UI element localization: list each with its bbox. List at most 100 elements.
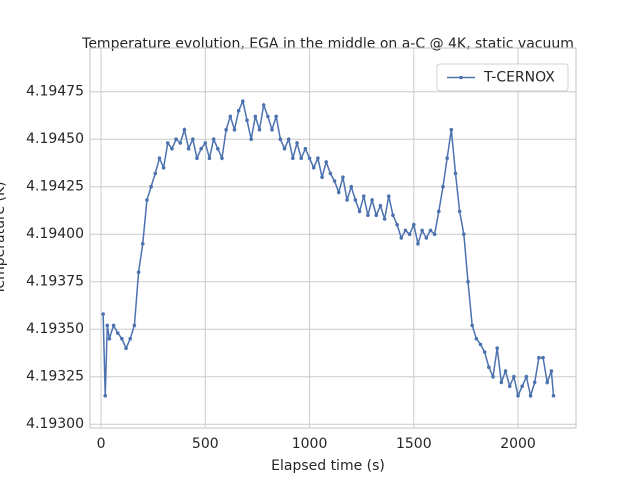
data-point xyxy=(551,393,556,398)
data-point xyxy=(532,380,537,385)
data-point xyxy=(220,156,224,160)
data-point xyxy=(478,342,483,347)
data-point xyxy=(470,323,474,328)
data-point xyxy=(324,160,329,164)
y-tick-label: 4.19475 xyxy=(26,84,84,100)
data-point xyxy=(101,312,105,316)
data-point xyxy=(520,384,525,389)
data-point xyxy=(328,171,333,176)
data-point xyxy=(241,99,245,103)
data-point xyxy=(361,194,366,198)
data-point xyxy=(253,114,258,119)
data-point xyxy=(282,146,287,151)
data-point xyxy=(420,228,424,233)
data-point xyxy=(524,374,529,379)
data-point xyxy=(132,323,137,328)
data-point xyxy=(105,323,110,328)
data-point xyxy=(403,228,408,233)
y-tick-label: 4.19400 xyxy=(26,226,84,242)
data-point xyxy=(107,336,112,341)
data-point xyxy=(228,114,233,119)
data-point xyxy=(299,156,304,160)
legend-box xyxy=(436,63,569,92)
data-point xyxy=(149,184,153,189)
data-point xyxy=(203,141,208,145)
data-point xyxy=(441,184,445,189)
data-point xyxy=(462,232,466,236)
data-point xyxy=(491,374,495,379)
data-point xyxy=(382,217,387,221)
data-point xyxy=(199,146,203,151)
data-point xyxy=(357,209,362,214)
data-point xyxy=(336,190,341,195)
x-tick-label: 1500 xyxy=(396,436,432,452)
data-point xyxy=(353,198,358,202)
data-point xyxy=(261,103,266,107)
data-point xyxy=(257,127,262,132)
y-tick-label: 4.19450 xyxy=(26,131,84,147)
data-point xyxy=(487,365,491,370)
y-tick-label: 4.19425 xyxy=(26,179,84,195)
data-point xyxy=(332,179,337,183)
data-point xyxy=(120,336,124,341)
data-point xyxy=(386,194,391,198)
data-point xyxy=(170,146,174,151)
chart-title: Temperature evolution, EGA in the middle… xyxy=(81,36,574,52)
data-point xyxy=(549,369,554,373)
y-axis-label: Temperature (K) xyxy=(0,181,8,295)
plot-frame xyxy=(89,47,577,429)
data-point xyxy=(457,209,462,214)
data-point xyxy=(345,198,349,202)
data-point xyxy=(136,270,141,275)
data-point xyxy=(211,137,216,141)
data-point xyxy=(428,228,433,233)
data-point xyxy=(245,118,249,122)
data-point xyxy=(165,141,170,145)
data-point xyxy=(374,213,379,217)
data-point xyxy=(295,141,299,145)
x-tick-label: 500 xyxy=(192,436,219,452)
data-point xyxy=(341,175,345,179)
data-point xyxy=(153,171,158,176)
x-axis-label: Elapsed time (s) xyxy=(271,458,385,474)
data-point xyxy=(249,137,253,141)
data-point xyxy=(349,184,354,189)
data-point xyxy=(541,355,545,360)
data-point xyxy=(111,323,116,328)
x-tick-label: 2000 xyxy=(500,436,536,452)
legend-marker xyxy=(459,75,463,80)
data-point xyxy=(115,331,120,335)
data-point xyxy=(286,137,291,141)
data-point xyxy=(291,156,295,160)
data-point xyxy=(266,114,270,119)
data-point xyxy=(316,156,320,160)
data-point xyxy=(124,346,128,351)
data-point xyxy=(161,165,166,170)
data-point xyxy=(320,175,324,179)
data-point xyxy=(449,127,454,132)
data-point xyxy=(224,127,228,132)
y-tick-label: 4.19350 xyxy=(26,321,84,337)
data-point xyxy=(416,241,420,246)
data-point xyxy=(482,350,487,354)
data-point xyxy=(190,137,195,141)
data-point xyxy=(407,232,412,236)
data-point xyxy=(140,241,145,246)
data-point xyxy=(528,393,533,398)
data-point xyxy=(370,198,374,202)
data-point xyxy=(495,346,499,351)
data-point xyxy=(307,156,312,160)
data-point xyxy=(195,156,199,160)
data-point xyxy=(216,146,220,151)
data-point xyxy=(270,127,274,132)
data-point xyxy=(378,203,383,208)
data-point xyxy=(303,146,308,151)
data-point xyxy=(207,156,212,160)
data-point xyxy=(432,232,437,236)
data-point xyxy=(278,137,283,141)
data-point xyxy=(424,236,429,240)
data-point xyxy=(186,146,191,151)
data-point xyxy=(236,108,241,113)
data-point xyxy=(391,213,395,217)
